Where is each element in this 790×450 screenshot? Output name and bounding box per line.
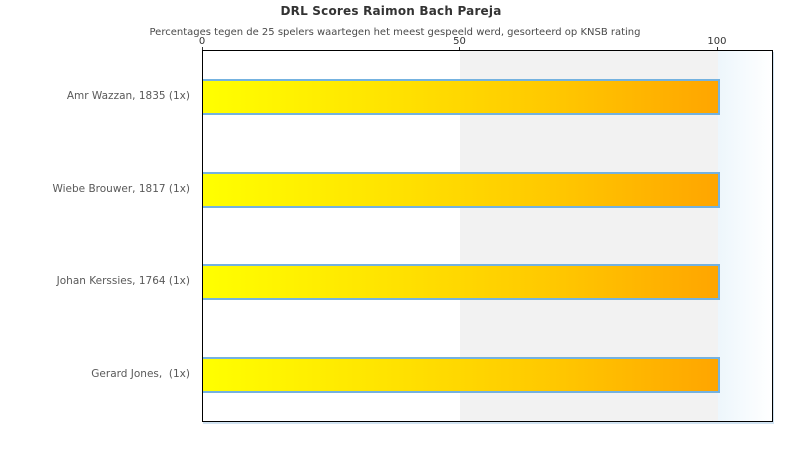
category-label: Johan Kerssies, 1764 (1x)	[56, 275, 190, 288]
bar-rows	[203, 51, 772, 421]
category-labels: Amr Wazzan, 1835 (1x) Wiebe Brouwer, 1817…	[0, 50, 190, 420]
bar-row	[203, 329, 772, 422]
x-tick-label: 0	[198, 36, 206, 47]
bar	[203, 171, 720, 208]
category-label: Wiebe Brouwer, 1817 (1x)	[52, 182, 190, 195]
x-tick-label: 50	[453, 36, 466, 47]
bar	[203, 79, 720, 116]
plot-area	[202, 50, 773, 422]
bar-row	[203, 236, 772, 329]
x-axis: 0 50 100	[198, 36, 771, 50]
bar-row	[203, 144, 772, 237]
bar	[203, 356, 720, 393]
overflow-band	[717, 51, 772, 421]
x-tick-label: 100	[707, 36, 727, 47]
chart-subtitle: Percentages tegen de 25 spelers waartege…	[149, 27, 641, 38]
category-label: Gerard Jones, (1x)	[91, 367, 190, 380]
bar-row	[203, 51, 772, 144]
category-label: Amr Wazzan, 1835 (1x)	[66, 90, 190, 103]
chart-title: DRL Scores Raimon Bach Pareja	[280, 4, 502, 18]
bar	[203, 264, 720, 301]
x-tick-mark	[716, 47, 718, 50]
x-tick-mark	[459, 47, 461, 50]
x-tick-mark	[202, 47, 203, 50]
